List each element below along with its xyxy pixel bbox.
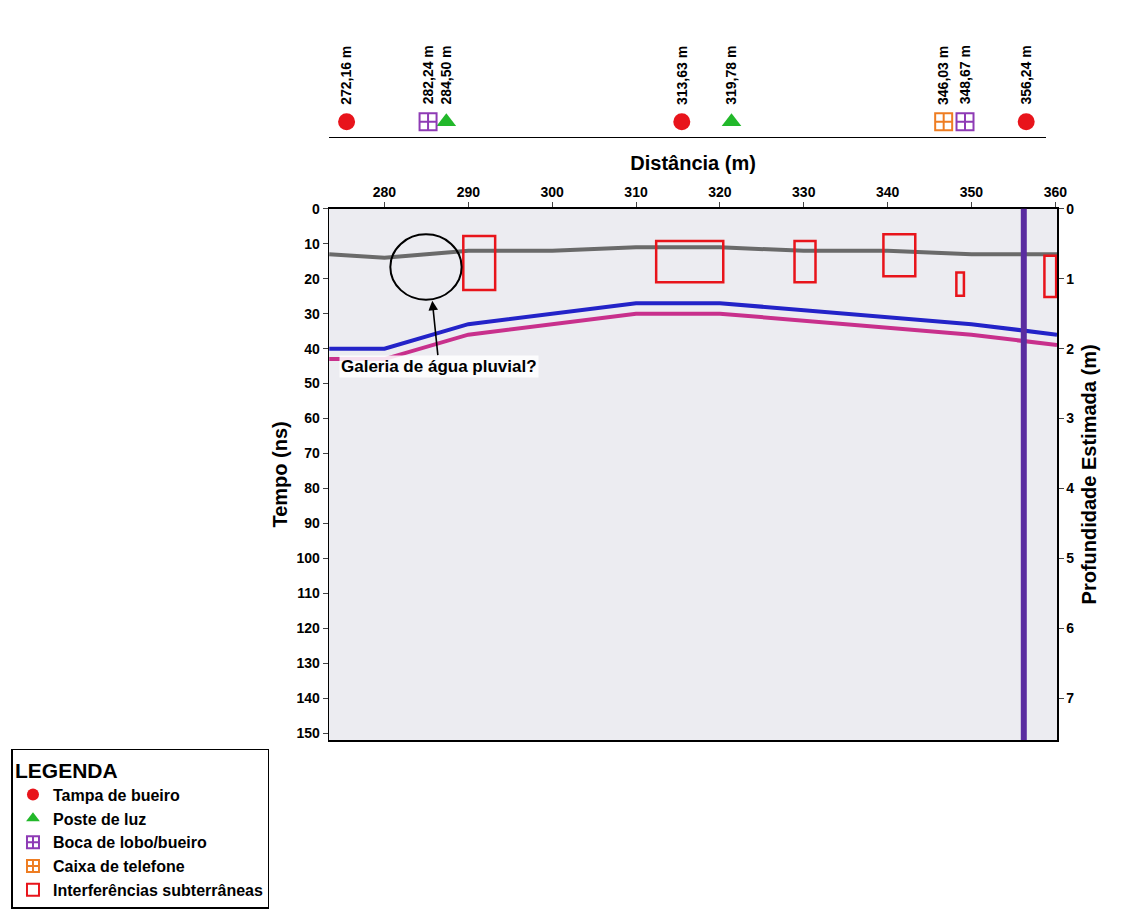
svg-text:356,24 m: 356,24 m [1018, 45, 1034, 104]
svg-text:40: 40 [304, 341, 320, 357]
svg-text:0: 0 [312, 201, 320, 217]
svg-text:130: 130 [296, 655, 320, 671]
svg-text:50: 50 [304, 375, 320, 391]
svg-text:300: 300 [541, 184, 565, 200]
svg-text:272,16 m: 272,16 m [338, 46, 354, 105]
svg-text:4: 4 [1066, 480, 1074, 496]
svg-text:280: 280 [373, 184, 397, 200]
svg-text:Distância (m): Distância (m) [630, 152, 756, 174]
svg-text:Galeria de água pluvial?: Galeria de água pluvial? [341, 357, 537, 376]
svg-text:80: 80 [304, 480, 320, 496]
svg-text:340: 340 [876, 184, 900, 200]
svg-text:Tempo (ns): Tempo (ns) [269, 421, 291, 527]
svg-text:2: 2 [1066, 341, 1074, 357]
svg-text:346,03 m: 346,03 m [935, 46, 951, 105]
svg-text:290: 290 [457, 184, 481, 200]
svg-text:LEGENDA: LEGENDA [15, 759, 118, 782]
svg-text:150: 150 [296, 725, 320, 741]
svg-text:0: 0 [1066, 201, 1074, 217]
svg-text:350: 350 [960, 184, 984, 200]
svg-text:7: 7 [1066, 690, 1074, 706]
svg-text:Poste de luz: Poste de luz [53, 811, 146, 828]
svg-text:140: 140 [296, 690, 320, 706]
svg-text:320: 320 [708, 184, 732, 200]
svg-text:Caixa de telefone: Caixa de telefone [53, 858, 185, 875]
svg-text:Boca de lobo/bueiro: Boca de lobo/bueiro [53, 834, 207, 851]
svg-text:319,78 m: 319,78 m [723, 46, 739, 105]
svg-text:Tampa de bueiro: Tampa de bueiro [53, 787, 180, 804]
svg-text:30: 30 [304, 306, 320, 322]
svg-text:10: 10 [304, 236, 320, 252]
svg-text:284,50 m: 284,50 m [438, 45, 454, 104]
svg-text:348,67 m: 348,67 m [957, 45, 973, 104]
svg-text:5: 5 [1066, 550, 1074, 566]
svg-text:60: 60 [304, 410, 320, 426]
svg-text:70: 70 [304, 445, 320, 461]
svg-text:20: 20 [304, 271, 320, 287]
svg-text:313,63 m: 313,63 m [674, 46, 690, 105]
svg-text:Interferências subterrâneas: Interferências subterrâneas [53, 882, 263, 899]
svg-text:282,24 m: 282,24 m [420, 45, 436, 104]
svg-text:Profundidade Estimada (m): Profundidade Estimada (m) [1078, 344, 1100, 604]
svg-text:110: 110 [297, 585, 320, 601]
svg-text:90: 90 [304, 515, 320, 531]
svg-text:360: 360 [1044, 184, 1068, 200]
svg-text:100: 100 [296, 550, 320, 566]
svg-text:1: 1 [1066, 271, 1074, 287]
svg-text:330: 330 [792, 184, 816, 200]
svg-text:6: 6 [1066, 620, 1074, 636]
svg-text:310: 310 [624, 184, 648, 200]
svg-text:3: 3 [1066, 410, 1074, 426]
svg-text:120: 120 [296, 620, 320, 636]
